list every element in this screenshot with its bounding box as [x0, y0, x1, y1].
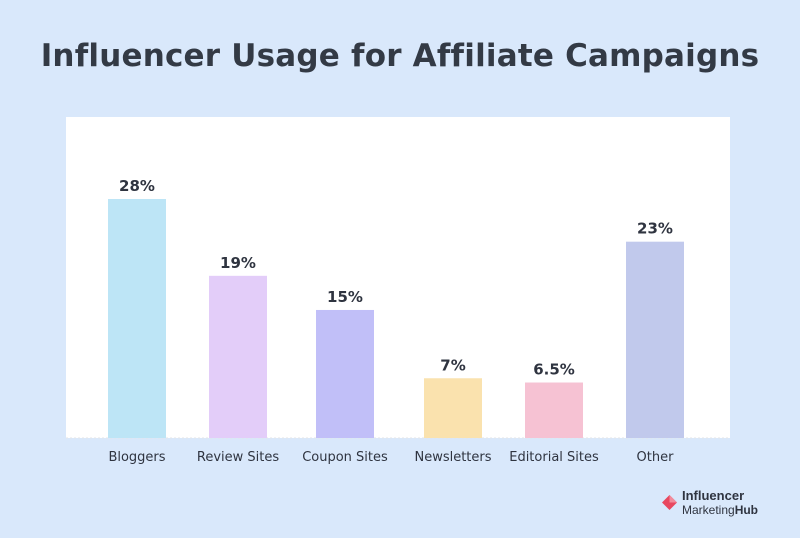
bar-5	[626, 241, 684, 438]
data-label-0: 28%	[119, 177, 155, 195]
data-label-1: 19%	[220, 254, 256, 272]
category-label-5: Other	[637, 450, 675, 465]
bar-0	[108, 199, 166, 438]
data-label-5: 23%	[637, 220, 673, 238]
category-label-3: Newsletters	[414, 450, 491, 465]
category-label-0: Bloggers	[108, 450, 165, 465]
data-label-2: 15%	[327, 288, 363, 306]
bar-4	[525, 382, 583, 438]
brand-logo: Influencer MarketingHub	[662, 488, 782, 522]
category-label-4: Editorial Sites	[509, 450, 599, 465]
category-label-1: Review Sites	[197, 450, 279, 465]
brand-name-line2: MarketingHub	[682, 503, 758, 517]
bar-3	[424, 378, 482, 438]
category-label-2: Coupon Sites	[302, 450, 388, 465]
bar-chart: 28% Bloggers 19% Review Sites 15% Coupon Site…	[66, 177, 730, 465]
chart-title: Influencer Usage for Affiliate Campaigns	[40, 38, 760, 74]
chart-area: 28% Bloggers 19% Review Sites 15% Coupon Site…	[66, 117, 730, 465]
bar-2	[316, 309, 374, 438]
data-label-3: 7%	[440, 356, 465, 374]
diamond-logo-icon	[662, 495, 677, 510]
brand-name-line1: Influencer	[682, 488, 745, 503]
brand-name-marketing: Marketing	[682, 503, 735, 517]
brand-name-hub: Hub	[734, 503, 759, 517]
data-label-4: 6.5%	[533, 361, 575, 379]
bar-1	[209, 275, 267, 438]
